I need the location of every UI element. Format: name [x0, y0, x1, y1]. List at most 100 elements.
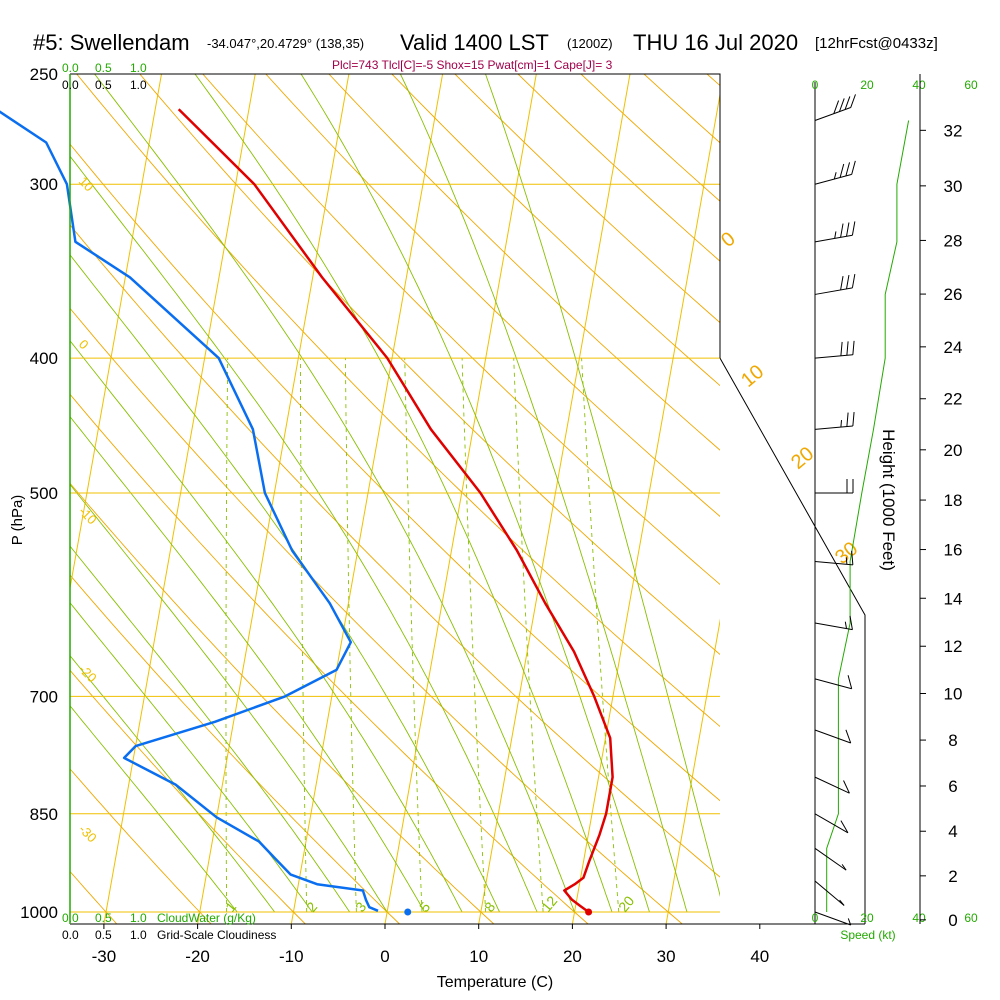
dry-adiabat-line: [959, 74, 1000, 924]
isotherm-label: 10: [76, 174, 97, 195]
speed-bottom-tick: 60: [964, 911, 978, 925]
dry-adiabat-label: 20: [787, 443, 818, 474]
surface-dewpoint-dot: [404, 908, 412, 916]
height-tick-label: 20: [944, 441, 963, 460]
wind-barb: [814, 160, 856, 185]
plot-frame: [70, 73, 721, 359]
dewpoint-profile: [0, 110, 379, 912]
temperature-tick-label: 0: [380, 947, 389, 966]
height-tick-label: 14: [944, 589, 963, 608]
wind-barb: [814, 221, 856, 243]
cloudiness-top-tick: 1.0: [130, 78, 147, 92]
isotherm-line: [290, 74, 444, 924]
speed-top-tick: 0: [812, 78, 819, 92]
speed-bottom-tick: 0: [812, 911, 819, 925]
wind-barb-feather: [839, 163, 845, 178]
moist-adiabat-line: [70, 254, 501, 913]
dry-adiabat-line: [833, 74, 1000, 924]
plot-frame-tail: [719, 357, 866, 924]
moist-adiabat-line: [94, 74, 575, 913]
wind-barb-staff: [814, 776, 850, 794]
cloudiness-bottom-tick: 0.0: [62, 928, 79, 942]
wind-barb: [814, 847, 847, 871]
wind-barb-feather: [846, 412, 849, 427]
temperature-tick-label: -20: [185, 947, 210, 966]
wind-barb-feather: [845, 729, 852, 744]
speed-top-tick: 60: [964, 78, 978, 92]
wind-barb-feather: [845, 557, 848, 565]
cloudiness-top-tick: 0.5: [95, 78, 112, 92]
station-coords: -34.047°,20.4729° (138,35): [207, 36, 365, 51]
wind-barb-staff: [814, 880, 845, 906]
wind-barb: [814, 880, 845, 906]
pressure-tick-label: 250: [30, 65, 58, 84]
pressure-tick-label: 850: [30, 805, 58, 824]
pressure-tick-label: 700: [30, 687, 58, 706]
wind-barb: [814, 273, 856, 295]
y-axis-label: P (hPa): [9, 495, 26, 546]
valid-date: THU 16 Jul 2020: [633, 30, 799, 55]
temperature-tick-label: 30: [657, 947, 676, 966]
wind-barb-feather: [852, 340, 855, 355]
wind-barb-feather: [840, 223, 844, 238]
wind-barb-feather: [847, 918, 852, 926]
wind-barb-feather: [846, 274, 850, 289]
wind-barb: [814, 675, 853, 690]
wind-barb-feather: [840, 820, 849, 834]
valid-time: Valid 1400 LST: [400, 30, 549, 55]
isotherm-line: [665, 618, 720, 924]
dry-adiabat-line: [70, 143, 720, 802]
isotherm-line: [478, 74, 631, 924]
mixing-ratio-line: [461, 358, 487, 913]
height-tick-label: 6: [948, 777, 957, 796]
pressure-tick-label: 300: [30, 175, 58, 194]
zulu-time: (1200Z): [567, 36, 613, 51]
mixing-ratio-line: [225, 358, 229, 912]
moist-adiabat-line: [70, 483, 388, 913]
wind-barb: [814, 550, 854, 566]
wind-barb-feather: [852, 412, 855, 427]
isotherm-line: [854, 74, 1000, 924]
cloudiness-bottom-tick: 0.5: [95, 928, 112, 942]
temperature-tick-label: -30: [92, 947, 117, 966]
height-tick-label: 30: [944, 177, 963, 196]
wind-barb-staff: [814, 107, 851, 121]
dry-adiabat-line: [265, 74, 720, 517]
moist-adiabat-line: [70, 155, 538, 913]
wind-barb-staff: [814, 847, 847, 871]
wind-barb: [814, 729, 852, 744]
height-tick-label: 18: [944, 491, 963, 510]
isotherm-line: [70, 74, 162, 591]
wind-barb-feather: [838, 98, 845, 112]
wind-barb-feather: [834, 231, 837, 239]
moist-adiabat-line: [300, 74, 650, 913]
temperature-tick-label: 40: [750, 947, 769, 966]
speed-top-tick: 40: [912, 78, 926, 92]
moist-adiabat-line: [70, 415, 425, 913]
dry-adiabat-line: [391, 74, 720, 387]
moist-adiabat-line: [70, 655, 276, 913]
temperature-tick-label: -10: [279, 947, 304, 966]
wind-barb: [814, 776, 850, 794]
wind-barb-feather: [845, 162, 851, 177]
speed-top-tick: 20: [860, 78, 874, 92]
wind-barb-feather: [843, 780, 850, 794]
station-title: #5: Swellendam: [33, 30, 190, 55]
speed-bottom-tick: 40: [912, 911, 926, 925]
height-tick-label: 12: [944, 637, 963, 656]
wind-barb-feather: [840, 341, 843, 356]
height-tick-label: 4: [948, 822, 957, 841]
wind-barb-staff: [814, 173, 852, 185]
height-tick-label: 28: [944, 231, 963, 250]
dry-adiabat-line: [70, 307, 683, 924]
moist-adiabat-line: [485, 74, 720, 897]
parcel-params: Plcl=743 Tlcl[C]=-5 Shox=15 Pwat[cm]=1 C…: [332, 58, 613, 72]
wind-barb-feather: [840, 420, 843, 428]
wind-barb-feather: [851, 160, 856, 175]
wind-barb-staff: [814, 911, 851, 926]
wind-barb-feather: [840, 276, 844, 291]
